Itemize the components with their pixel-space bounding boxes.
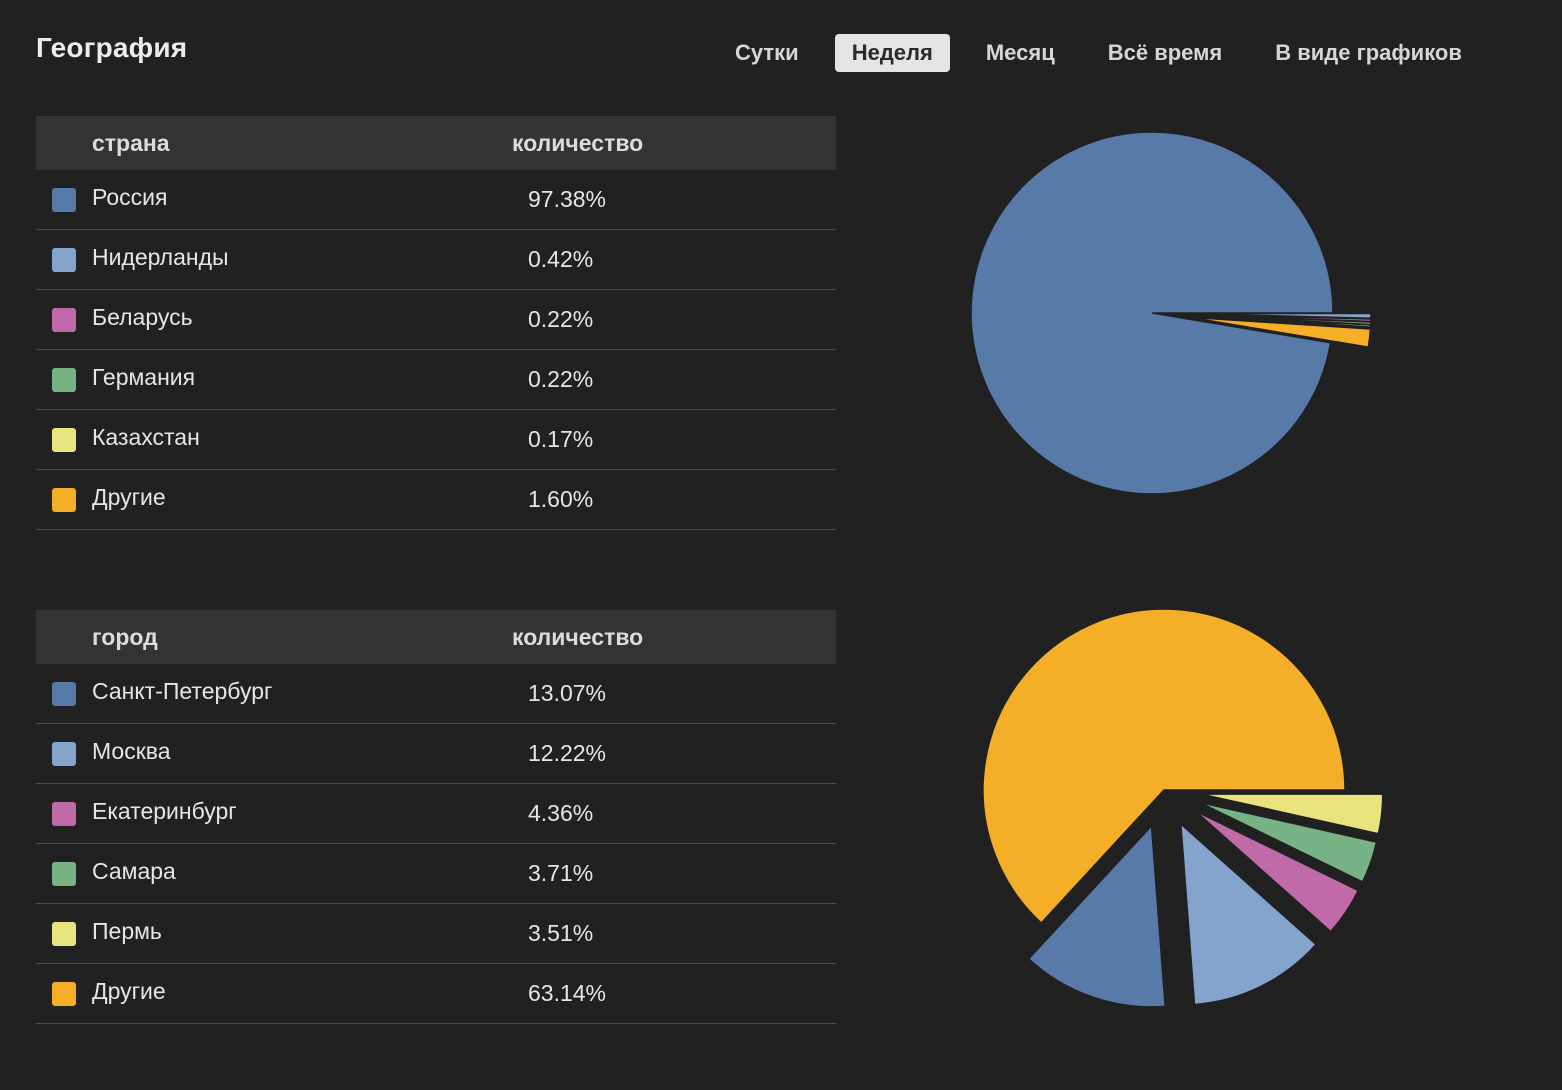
pie-slice-Самара[interactable] <box>1199 801 1378 883</box>
country-table: страна количество Россия 97.38% Нидерланды… <box>36 116 836 530</box>
row-name: Нидерланды <box>92 244 229 270</box>
country-pie-chart <box>950 116 1390 516</box>
table-row: Германия 0.22% <box>36 350 836 410</box>
row-name: Санкт-Петербург <box>92 678 273 704</box>
tab-week[interactable]: Неделя <box>834 34 950 72</box>
tab-charts-view[interactable]: В виде графиков <box>1275 40 1462 65</box>
legend-color-swatch <box>52 488 76 512</box>
legend-color-swatch <box>52 742 76 766</box>
city-table-header: город количество <box>36 610 836 664</box>
row-value: 0.42% <box>528 246 594 272</box>
row-value: 13.07% <box>528 680 607 706</box>
city-table: город количество Санкт-Петербург 13.07% Мо… <box>36 610 836 1024</box>
table-row: Другие 1.60% <box>36 470 836 530</box>
page-title: География <box>36 32 188 63</box>
tab-day[interactable]: Сутки <box>735 40 799 65</box>
column-header-country[interactable]: страна <box>92 129 170 156</box>
row-value: 4.36% <box>528 800 594 826</box>
table-row: Беларусь 0.22% <box>36 290 836 350</box>
row-name: Беларусь <box>92 304 193 330</box>
table-row: Москва 12.22% <box>36 724 836 784</box>
legend-color-swatch <box>52 248 76 272</box>
table-row: Самара 3.71% <box>36 844 836 904</box>
row-value: 63.14% <box>528 980 607 1006</box>
legend-color-swatch <box>52 922 76 946</box>
row-name: Другие <box>92 978 166 1004</box>
pie-slice-Другие[interactable] <box>1189 316 1372 348</box>
pie-slice-Санкт-Петербург[interactable] <box>1027 824 1166 1008</box>
pie-slice-Нидерланды[interactable] <box>1189 312 1372 320</box>
row-value: 0.22% <box>528 366 594 392</box>
pie-slice-Казахстан[interactable] <box>1189 314 1372 328</box>
row-value: 3.71% <box>528 860 594 886</box>
legend-color-swatch <box>52 308 76 332</box>
row-name: Другие <box>92 484 166 510</box>
column-header-count[interactable]: количество <box>512 129 644 156</box>
period-tabs: Сутки Неделя Месяц Всё время В виде граф… <box>718 34 1479 72</box>
row-name: Германия <box>92 364 196 390</box>
legend-color-swatch <box>52 982 76 1006</box>
pie-slice-Екатеринбург[interactable] <box>1195 810 1360 933</box>
tab-month[interactable]: Месяц <box>985 40 1055 65</box>
pie-slice-Пермь[interactable] <box>1201 793 1384 835</box>
pie-slice-Россия[interactable] <box>970 131 1334 495</box>
pie-slice-Другие[interactable] <box>982 608 1346 925</box>
legend-color-swatch <box>52 802 76 826</box>
row-value: 1.60% <box>528 486 594 512</box>
country-table-header: страна количество <box>36 116 836 170</box>
row-value: 97.38% <box>528 186 607 212</box>
row-value: 12.22% <box>528 740 607 766</box>
legend-color-swatch <box>52 428 76 452</box>
city-pie-chart <box>950 594 1390 1034</box>
table-row: Санкт-Петербург 13.07% <box>36 664 836 724</box>
table-row: Пермь 3.51% <box>36 904 836 964</box>
row-value: 0.17% <box>528 426 594 452</box>
table-row: Другие 63.14% <box>36 964 836 1024</box>
table-row: Россия 97.38% <box>36 170 836 230</box>
row-value: 3.51% <box>528 920 594 946</box>
table-row: Нидерланды 0.42% <box>36 230 836 290</box>
row-name: Самара <box>92 858 176 884</box>
table-row: Казахстан 0.17% <box>36 410 836 470</box>
column-header-city[interactable]: город <box>92 623 158 650</box>
row-name: Москва <box>92 738 171 764</box>
legend-color-swatch <box>52 682 76 706</box>
table-row: Екатеринбург 4.36% <box>36 784 836 844</box>
row-name: Россия <box>92 184 168 210</box>
legend-color-swatch <box>52 188 76 212</box>
row-name: Пермь <box>92 918 162 944</box>
legend-color-swatch <box>52 368 76 392</box>
pie-slice-Москва[interactable] <box>1179 822 1318 1006</box>
row-value: 0.22% <box>528 306 594 332</box>
tab-all-time[interactable]: Всё время <box>1107 40 1223 65</box>
row-name: Екатеринбург <box>92 798 237 824</box>
legend-color-swatch <box>52 862 76 886</box>
row-name: Казахстан <box>92 424 200 450</box>
column-header-count[interactable]: количество <box>512 623 644 650</box>
